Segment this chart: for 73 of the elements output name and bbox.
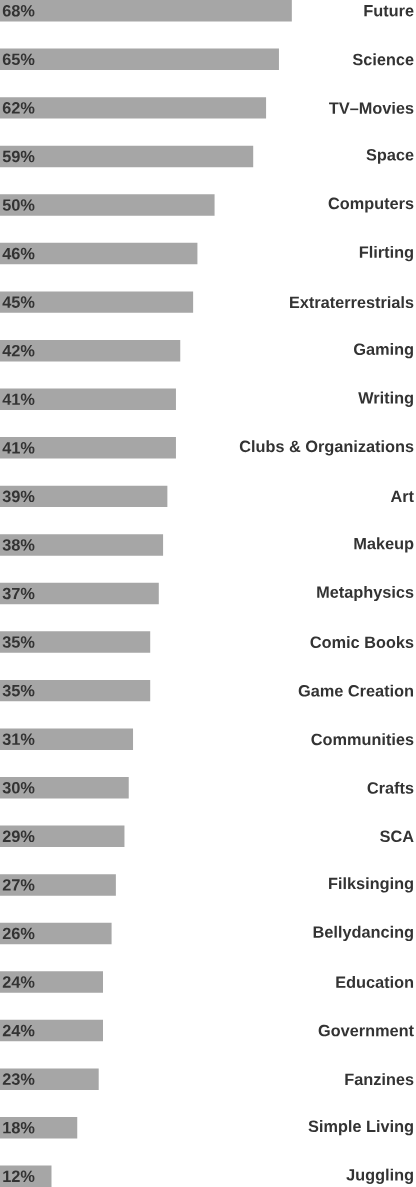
y-tick-label: Crafts (367, 781, 414, 794)
data-label: 29% (2, 830, 35, 843)
y-tick-label: Space (366, 149, 414, 164)
data-label: 26% (2, 927, 35, 940)
data-label: 27% (2, 879, 35, 891)
bar (0, 777, 129, 799)
data-label: 50% (2, 199, 35, 211)
y-tick-label: Communities (311, 733, 414, 746)
bar (0, 97, 267, 119)
data-label: 24% (2, 1024, 35, 1037)
data-label: 59% (2, 150, 35, 163)
y-tick-label: Flirting (359, 245, 413, 262)
data-label: 39% (2, 490, 35, 503)
data-label: 41% (2, 442, 35, 454)
bar (0, 631, 151, 653)
bar (0, 825, 125, 848)
y-tick-label: Makeup (354, 537, 414, 553)
bar (0, 291, 194, 313)
bar (0, 145, 254, 168)
bar (0, 485, 168, 508)
data-label: 37% (2, 587, 35, 600)
data-label: 35% (2, 636, 35, 648)
y-tick-label: Extraterrestrials (290, 296, 414, 309)
y-tick-label: Art (390, 490, 414, 503)
data-label: 35% (2, 684, 35, 697)
bar (0, 534, 164, 556)
y-tick-label: Clubs & Organizations (239, 440, 414, 456)
data-label: 46% (2, 247, 35, 260)
bar (0, 437, 176, 459)
bar (0, 1068, 99, 1090)
bar (0, 728, 134, 750)
data-label: 45% (2, 296, 35, 308)
data-label: 41% (2, 393, 35, 405)
y-tick-label: Government (318, 1024, 414, 1037)
data-label: 38% (2, 539, 35, 551)
data-label: 23% (2, 1073, 35, 1085)
data-label: 18% (3, 1121, 35, 1134)
bar (0, 48, 279, 71)
data-label: 31% (2, 733, 35, 745)
bar (0, 242, 198, 265)
data-label: 24% (2, 976, 35, 988)
data-label: 68% (2, 4, 35, 17)
bar (0, 582, 159, 605)
y-tick-label: Science (352, 53, 414, 66)
y-tick-label: Bellydancing (313, 925, 413, 942)
data-label: 62% (2, 102, 35, 114)
y-tick-label: Future (364, 5, 414, 17)
y-tick-label: Writing (358, 391, 413, 407)
bar (0, 339, 181, 362)
y-tick-label: SCA (380, 830, 414, 843)
bar (0, 679, 151, 702)
bar (0, 1019, 103, 1042)
data-label: 65% (2, 53, 35, 66)
data-label: 42% (2, 344, 35, 357)
y-tick-label: Fanzines (345, 1073, 414, 1086)
y-tick-label: Filksinging (329, 877, 413, 893)
bar (0, 874, 116, 896)
y-tick-label: Gaming (353, 343, 413, 359)
y-tick-label: Simple Living (308, 1120, 413, 1136)
bar (0, 922, 112, 945)
y-tick-label: TV–Movies (329, 101, 414, 114)
y-tick-label: Metaphysics (317, 585, 414, 602)
bar (0, 971, 103, 993)
bar (0, 388, 176, 410)
y-tick-label: Education (336, 976, 413, 988)
bar (0, 194, 215, 216)
y-tick-label: Comic Books (310, 636, 414, 649)
data-label: 12% (3, 1170, 35, 1183)
y-tick-label: Game Creation (298, 684, 413, 697)
y-tick-label: Computers (328, 197, 414, 213)
bar (0, 0, 292, 22)
y-tick-label: Juggling (346, 1168, 413, 1184)
data-label: 30% (2, 781, 35, 794)
